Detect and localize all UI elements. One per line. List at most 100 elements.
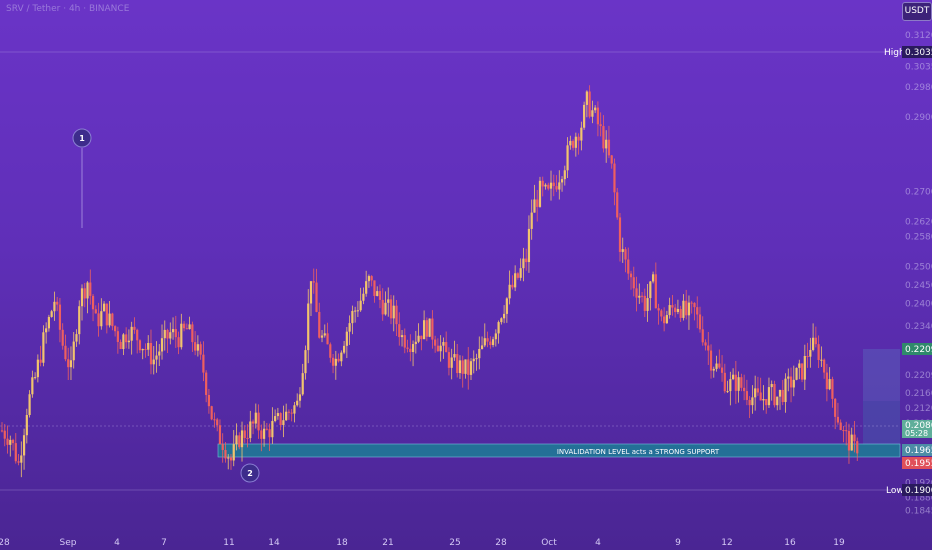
candle-down — [243, 430, 246, 438]
candle-down — [389, 299, 393, 319]
candle-up — [9, 439, 12, 445]
candle-down — [842, 430, 845, 432]
candle-down — [640, 295, 644, 297]
candle-up — [359, 300, 362, 311]
candle-up — [171, 329, 175, 333]
candle-down — [420, 335, 423, 340]
candle-down — [434, 339, 437, 346]
candle-down — [511, 284, 514, 288]
candle-up — [475, 358, 478, 360]
candle-up — [28, 394, 31, 416]
candle-up — [514, 273, 517, 288]
x-tick-label: 7 — [161, 538, 167, 548]
candle-up — [254, 412, 257, 424]
candle-down — [552, 182, 555, 187]
marker-2-label: 2 — [247, 469, 253, 478]
y-tick-label: 0.2209 — [905, 371, 932, 381]
candle-up — [754, 388, 757, 398]
target-value: 0.2209 — [905, 345, 932, 355]
invalidation-zone — [217, 443, 901, 458]
candle-down — [58, 304, 62, 330]
candle-down — [720, 367, 724, 373]
candle-up — [560, 179, 564, 183]
candle-up — [687, 302, 691, 316]
candle-down — [61, 329, 64, 346]
candle-down — [287, 411, 291, 413]
candle-up — [188, 324, 191, 330]
candle-down — [825, 372, 828, 390]
candle-down — [571, 140, 575, 148]
current-price-tag — [902, 420, 932, 438]
candle-down — [525, 258, 528, 263]
candle-up — [53, 301, 56, 312]
candle-down — [657, 308, 660, 311]
candle-down — [409, 348, 412, 353]
candle-down — [547, 184, 550, 189]
candle-up — [591, 110, 594, 117]
high-value: 0.3035 — [905, 48, 932, 58]
candle-up — [348, 323, 351, 332]
candle-down — [174, 329, 177, 338]
candle-up — [163, 329, 166, 339]
candle-up — [152, 359, 155, 365]
candle-down — [218, 425, 222, 445]
candle-down — [370, 276, 373, 281]
candle-up — [594, 107, 597, 111]
candle-down — [643, 295, 646, 311]
candle-up — [767, 387, 771, 406]
x-tick-label: 12 — [721, 538, 732, 548]
candle-down — [834, 398, 837, 417]
zone-label: INVALIDATION LEVEL acts a STRONG SUPPORT — [557, 448, 720, 456]
candle-up — [558, 182, 561, 190]
candle-up — [569, 140, 572, 146]
candle-up — [130, 326, 133, 341]
x-tick-label: 28 — [0, 538, 10, 548]
candle-up — [469, 361, 473, 375]
candle-up — [227, 457, 230, 459]
candle-up — [323, 333, 326, 336]
candle-up — [527, 228, 531, 263]
candle-up — [792, 379, 795, 388]
candle-down — [194, 342, 197, 351]
candle-down — [116, 331, 119, 342]
candle-up — [544, 184, 547, 187]
candle-down — [11, 439, 15, 444]
candle-up — [566, 145, 569, 171]
candle-down — [607, 139, 611, 156]
target-box-lower — [863, 401, 900, 445]
candle-up — [494, 333, 497, 340]
candle-up — [50, 311, 53, 317]
candle-up — [232, 444, 235, 461]
candle-down — [856, 441, 859, 454]
x-tick-label: 4 — [114, 538, 120, 548]
marker-1 — [72, 128, 92, 148]
candle-down — [251, 421, 255, 424]
candle-down — [723, 372, 726, 392]
candle-down — [447, 352, 451, 368]
candle-up — [809, 349, 812, 357]
candle-down — [839, 422, 842, 431]
candle-up — [649, 281, 652, 299]
y-tick-label: 0.3035 — [905, 63, 932, 73]
candle-down — [618, 217, 622, 252]
candle-down — [516, 273, 520, 278]
chart-legend: SRV / Tether · 4h · BINANCE — [6, 4, 130, 14]
candle-up — [342, 345, 346, 353]
candle-down — [461, 360, 464, 374]
candle-up — [668, 305, 671, 316]
candle-down — [315, 282, 318, 312]
candle-down — [337, 358, 340, 362]
candle-up — [519, 268, 522, 278]
candle-down — [133, 326, 136, 330]
candle-down — [6, 438, 9, 445]
candle-down — [635, 288, 638, 298]
candle-down — [91, 295, 95, 310]
candle-down — [431, 318, 434, 340]
candle-up — [127, 340, 131, 343]
candle-up — [621, 249, 624, 252]
